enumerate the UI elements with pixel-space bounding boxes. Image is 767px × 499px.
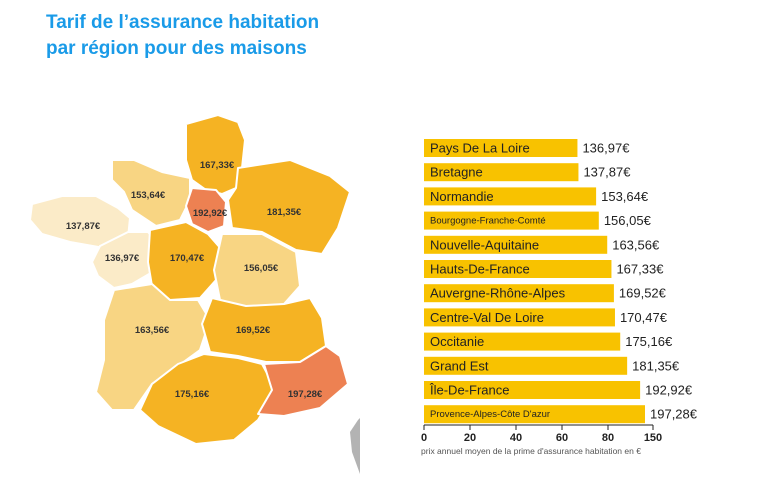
bar-value-label: 192,92€	[645, 383, 693, 398]
bar-category-label: Occitanie	[430, 334, 484, 349]
bar-value-label: 167,33€	[616, 262, 664, 277]
bar-value-label: 163,56€	[612, 237, 660, 252]
bar-value-label: 181,35€	[632, 358, 680, 373]
map-label-hauts-de-france: 167,33€	[200, 160, 235, 171]
region-pays-de-la-loire	[91, 231, 161, 289]
bar	[424, 356, 628, 375]
bar-chart: Pays De La Loire 136,97€ Bretagne 137,87€ No…	[421, 139, 698, 444]
x-tick-label: 60	[556, 432, 568, 444]
bar	[424, 308, 615, 327]
x-tick-label: 0	[421, 432, 427, 444]
map-label-auvergne-rhone-alpes: 169,52€	[236, 325, 271, 336]
france-map: 167,33€ 153,64€ 192,92€ 181,35€ 137,87€ …	[29, 114, 360, 474]
bar-value-label: 169,52€	[619, 286, 667, 301]
region-centre-val-de-loire	[147, 221, 223, 301]
chart-caption: prix annuel moyen de la prime d'assuranc…	[421, 446, 641, 456]
map-label-occitanie: 175,16€	[175, 389, 210, 400]
bar-value-label: 153,64€	[601, 189, 649, 204]
x-tick-label: 150	[644, 432, 662, 444]
bar	[424, 405, 645, 424]
bar-value-label: 156,05€	[604, 213, 652, 228]
map-label-ile-de-france: 192,92€	[193, 208, 228, 219]
bar-category-label: Centre-Val De Loire	[430, 310, 544, 325]
x-tick-label: 20	[464, 432, 476, 444]
chart-title: Tarif de l’assurance habitation par régi…	[46, 10, 386, 62]
bar-category-label: Bourgogne-Franche-Comté	[430, 216, 546, 227]
map-label-nouvelle-aquitaine: 163,56€	[135, 325, 170, 336]
bar	[424, 381, 641, 399]
bar-value-label: 136,97€	[582, 141, 630, 156]
map-label-centre-val-de-loire: 170,47€	[170, 253, 205, 264]
bar	[424, 187, 597, 206]
map-label-paca: 197,28€	[288, 389, 323, 400]
region-normandie	[111, 159, 191, 227]
bar	[424, 139, 578, 157]
map-label-bretagne: 137,87€	[66, 221, 101, 232]
bar-value-label: 137,87€	[583, 165, 631, 180]
x-tick-label: 80	[602, 432, 614, 444]
bar	[424, 163, 579, 182]
bar	[424, 284, 614, 303]
bar-value-label: 175,16€	[625, 334, 673, 349]
region-grand-est	[227, 159, 351, 255]
bar	[424, 235, 608, 254]
region-paca	[257, 345, 349, 417]
bar-category-label: Grand Est	[430, 358, 489, 373]
map-label-grand-est: 181,35€	[267, 207, 302, 218]
bar-value-label: 197,28€	[650, 407, 698, 422]
bar-category-label: Île-De-France	[429, 383, 509, 398]
bar	[424, 332, 621, 351]
title-line-2: par région pour des maisons	[46, 38, 307, 59]
x-tick-label: 40	[510, 432, 522, 444]
map-label-bourgogne-franche-comte: 156,05€	[244, 263, 279, 274]
region-corse	[350, 418, 360, 474]
bar-category-label: Provence-Alpes-Côte D'azur	[430, 409, 550, 420]
map-label-pays-de-la-loire: 136,97€	[105, 253, 140, 264]
bar-category-label: Bretagne	[430, 165, 483, 180]
bar	[424, 211, 599, 230]
bar-category-label: Auvergne-Rhône-Alpes	[430, 286, 566, 301]
bar-value-label: 170,47€	[620, 310, 668, 325]
bar-category-label: Hauts-De-France	[430, 262, 530, 277]
bar	[424, 260, 612, 278]
region-ile-de-france	[185, 187, 227, 233]
bar-category-label: Normandie	[430, 189, 494, 204]
bar-category-label: Nouvelle-Aquitaine	[430, 237, 539, 252]
title-line-1: Tarif de l’assurance habitation	[46, 12, 320, 33]
map-label-normandie: 153,64€	[131, 190, 166, 201]
bar-category-label: Pays De La Loire	[430, 141, 530, 156]
